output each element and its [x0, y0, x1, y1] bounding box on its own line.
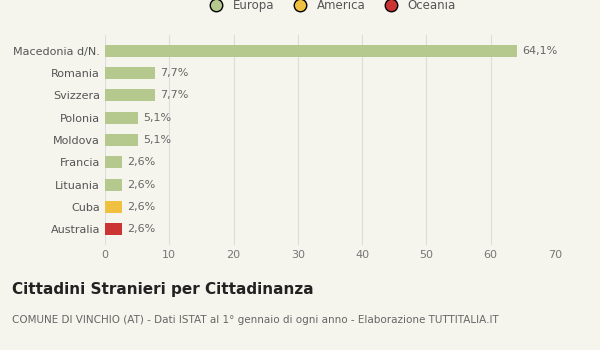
Text: 2,6%: 2,6% [127, 158, 155, 167]
Bar [105, 89, 155, 101]
Bar [105, 201, 122, 213]
Text: 2,6%: 2,6% [127, 224, 155, 234]
Text: 2,6%: 2,6% [127, 202, 155, 212]
Bar [105, 134, 138, 146]
Text: 2,6%: 2,6% [127, 180, 155, 190]
Text: 64,1%: 64,1% [522, 46, 557, 56]
Text: 7,7%: 7,7% [160, 68, 188, 78]
Bar [105, 67, 155, 79]
Bar [105, 156, 122, 168]
Bar [105, 112, 138, 124]
Text: Cittadini Stranieri per Cittadinanza: Cittadini Stranieri per Cittadinanza [12, 282, 314, 297]
Bar [105, 223, 122, 236]
Text: 5,1%: 5,1% [143, 135, 171, 145]
Text: 7,7%: 7,7% [160, 90, 188, 100]
Bar [105, 44, 517, 57]
Text: 5,1%: 5,1% [143, 113, 171, 122]
Text: COMUNE DI VINCHIO (AT) - Dati ISTAT al 1° gennaio di ogni anno - Elaborazione TU: COMUNE DI VINCHIO (AT) - Dati ISTAT al 1… [12, 315, 499, 325]
Bar [105, 178, 122, 191]
Legend: Europa, America, Oceania: Europa, America, Oceania [199, 0, 461, 17]
